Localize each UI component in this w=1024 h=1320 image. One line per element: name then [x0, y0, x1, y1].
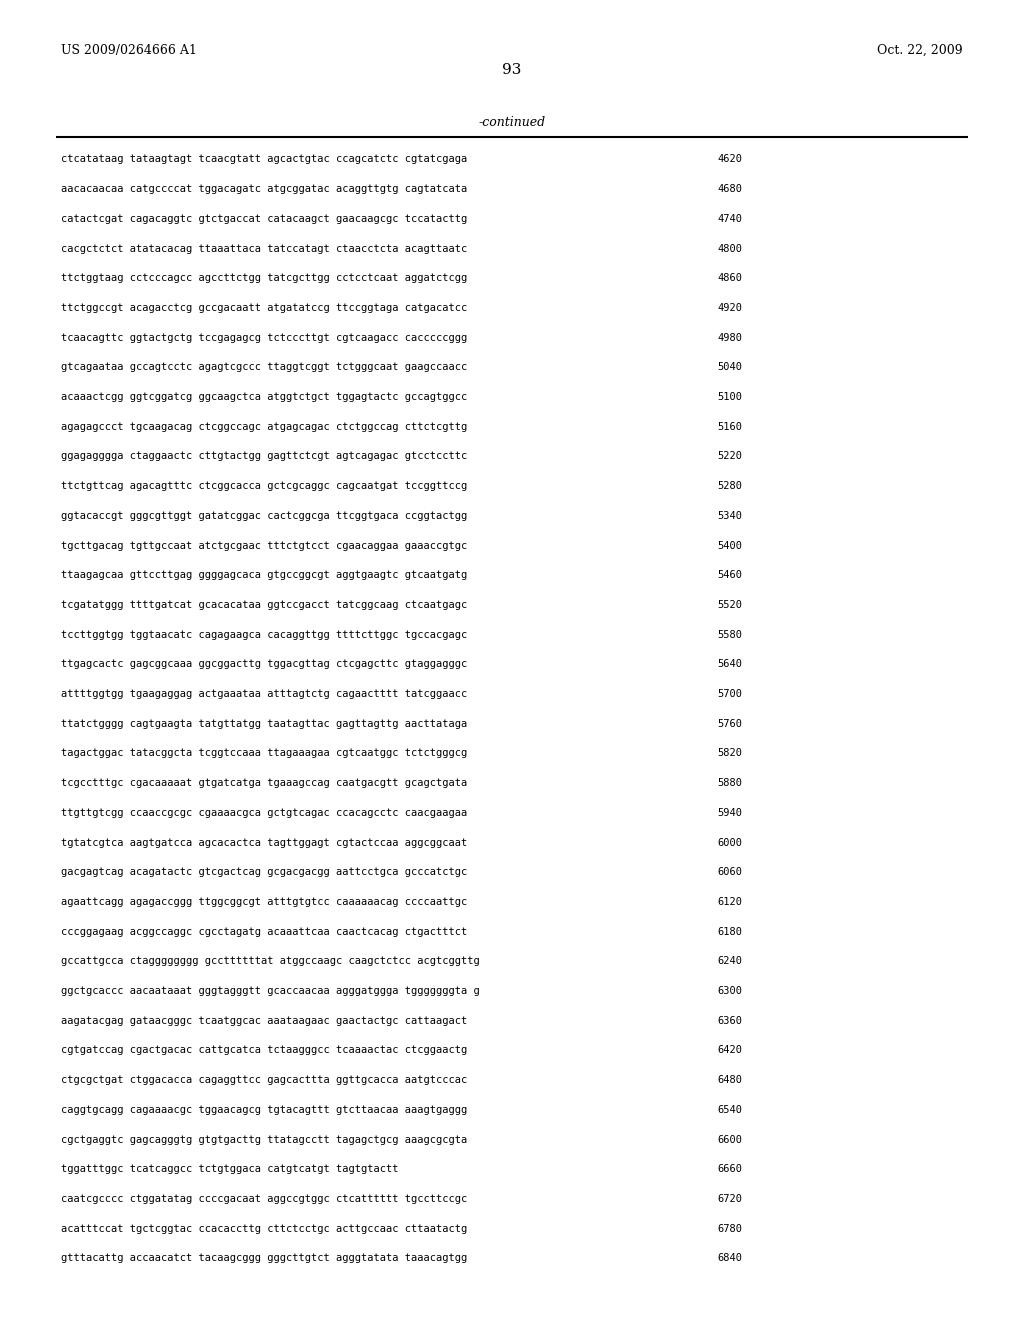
Text: 5640: 5640	[718, 660, 742, 669]
Text: 5940: 5940	[718, 808, 742, 818]
Text: tcaacagttc ggtactgctg tccgagagcg tctcccttgt cgtcaagacc cacccccggg: tcaacagttc ggtactgctg tccgagagcg tctccct…	[61, 333, 468, 343]
Text: ggagagggga ctaggaactc cttgtactgg gagttctcgt agtcagagac gtcctccttc: ggagagggga ctaggaactc cttgtactgg gagttct…	[61, 451, 468, 462]
Text: ttatctgggg cagtgaagta tatgttatgg taatagttac gagttagttg aacttataga: ttatctgggg cagtgaagta tatgttatgg taatagt…	[61, 718, 468, 729]
Text: 4860: 4860	[718, 273, 742, 284]
Text: agagagccct tgcaagacag ctcggccagc atgagcagac ctctggccag cttctcgttg: agagagccct tgcaagacag ctcggccagc atgagca…	[61, 422, 468, 432]
Text: agaattcagg agagaccggg ttggcggcgt atttgtgtcc caaaaaacag ccccaattgc: agaattcagg agagaccggg ttggcggcgt atttgtg…	[61, 898, 468, 907]
Text: 5700: 5700	[718, 689, 742, 700]
Text: 4740: 4740	[718, 214, 742, 224]
Text: tagactggac tatacggcta tcggtccaaa ttagaaagaa cgtcaatggc tctctgggcg: tagactggac tatacggcta tcggtccaaa ttagaaa…	[61, 748, 468, 759]
Text: cacgctctct atatacacag ttaaattaca tatccatagt ctaacctcta acagttaatc: cacgctctct atatacacag ttaaattaca tatccat…	[61, 243, 468, 253]
Text: 6120: 6120	[718, 898, 742, 907]
Text: aagatacgag gataacgggc tcaatggcac aaataagaac gaactactgc cattaagact: aagatacgag gataacgggc tcaatggcac aaataag…	[61, 1016, 468, 1026]
Text: 93: 93	[503, 63, 521, 78]
Text: 5820: 5820	[718, 748, 742, 759]
Text: ctgcgctgat ctggacacca cagaggttcc gagcacttta ggttgcacca aatgtcccac: ctgcgctgat ctggacacca cagaggttcc gagcact…	[61, 1074, 468, 1085]
Text: 4920: 4920	[718, 304, 742, 313]
Text: tcgcctttgc cgacaaaaat gtgatcatga tgaaagccag caatgacgtt gcagctgata: tcgcctttgc cgacaaaaat gtgatcatga tgaaagc…	[61, 777, 468, 788]
Text: cgctgaggtc gagcagggtg gtgtgacttg ttatagcctt tagagctgcg aaagcgcgta: cgctgaggtc gagcagggtg gtgtgacttg ttatagc…	[61, 1134, 468, 1144]
Text: 5280: 5280	[718, 482, 742, 491]
Text: 5460: 5460	[718, 570, 742, 581]
Text: 5340: 5340	[718, 511, 742, 521]
Text: US 2009/0264666 A1: US 2009/0264666 A1	[61, 44, 198, 57]
Text: aacacaacaa catgccccat tggacagatc atgcggatac acaggttgtg cagtatcata: aacacaacaa catgccccat tggacagatc atgcgga…	[61, 183, 468, 194]
Text: gacgagtcag acagatactc gtcgactcag gcgacgacgg aattcctgca gcccatctgc: gacgagtcag acagatactc gtcgactcag gcgacga…	[61, 867, 468, 878]
Text: 6660: 6660	[718, 1164, 742, 1175]
Text: cccggagaag acggccaggc cgcctagatg acaaattcaa caactcacag ctgactttct: cccggagaag acggccaggc cgcctagatg acaaatt…	[61, 927, 468, 937]
Text: 6600: 6600	[718, 1134, 742, 1144]
Text: 6420: 6420	[718, 1045, 742, 1056]
Text: 6240: 6240	[718, 956, 742, 966]
Text: caatcgcccc ctggatatag ccccgacaat aggccgtggc ctcatttttt tgccttccgc: caatcgcccc ctggatatag ccccgacaat aggccgt…	[61, 1193, 468, 1204]
Text: 4980: 4980	[718, 333, 742, 343]
Text: cgtgatccag cgactgacac cattgcatca tctaagggcc tcaaaactac ctcggaactg: cgtgatccag cgactgacac cattgcatca tctaagg…	[61, 1045, 468, 1056]
Text: 5760: 5760	[718, 718, 742, 729]
Text: ggtacaccgt gggcgttggt gatatcggac cactcggcga ttcggtgaca ccggtactgg: ggtacaccgt gggcgttggt gatatcggac cactcgg…	[61, 511, 468, 521]
Text: acaaactcgg ggtcggatcg ggcaagctca atggtctgct tggagtactc gccagtggcc: acaaactcgg ggtcggatcg ggcaagctca atggtct…	[61, 392, 468, 403]
Text: 6540: 6540	[718, 1105, 742, 1115]
Text: ttctgttcag agacagtttc ctcggcacca gctcgcaggc cagcaatgat tccggttccg: ttctgttcag agacagtttc ctcggcacca gctcgca…	[61, 482, 468, 491]
Text: tccttggtgg tggtaacatc cagagaagca cacaggttgg ttttcttggc tgccacgagc: tccttggtgg tggtaacatc cagagaagca cacaggt…	[61, 630, 468, 640]
Text: 6720: 6720	[718, 1193, 742, 1204]
Text: 5100: 5100	[718, 392, 742, 403]
Text: gtcagaataa gccagtcctc agagtcgccc ttaggtcggt tctgggcaat gaagccaacc: gtcagaataa gccagtcctc agagtcgccc ttaggtc…	[61, 362, 468, 372]
Text: -continued: -continued	[478, 116, 546, 129]
Text: ggctgcaccc aacaataaat gggtagggtt gcaccaacaa agggatggga tgggggggta g: ggctgcaccc aacaataaat gggtagggtt gcaccaa…	[61, 986, 480, 997]
Text: Oct. 22, 2009: Oct. 22, 2009	[877, 44, 963, 57]
Text: attttggtgg tgaagaggag actgaaataa atttagtctg cagaactttt tatcggaacc: attttggtgg tgaagaggag actgaaataa atttagt…	[61, 689, 468, 700]
Text: tgcttgacag tgttgccaat atctgcgaac tttctgtcct cgaacaggaa gaaaccgtgc: tgcttgacag tgttgccaat atctgcgaac tttctgt…	[61, 541, 468, 550]
Text: 5520: 5520	[718, 599, 742, 610]
Text: 6180: 6180	[718, 927, 742, 937]
Text: ttctggtaag cctcccagcc agccttctgg tatcgcttgg cctcctcaat aggatctcgg: ttctggtaag cctcccagcc agccttctgg tatcgct…	[61, 273, 468, 284]
Text: 6000: 6000	[718, 837, 742, 847]
Text: 4680: 4680	[718, 183, 742, 194]
Text: 4800: 4800	[718, 243, 742, 253]
Text: gccattgcca ctagggggggg gccttttttat atggccaagc caagctctcc acgtcggttg: gccattgcca ctagggggggg gccttttttat atggc…	[61, 956, 480, 966]
Text: 5400: 5400	[718, 541, 742, 550]
Text: 4620: 4620	[718, 154, 742, 165]
Text: 6840: 6840	[718, 1254, 742, 1263]
Text: 5220: 5220	[718, 451, 742, 462]
Text: catactcgat cagacaggtc gtctgaccat catacaagct gaacaagcgc tccatacttg: catactcgat cagacaggtc gtctgaccat catacaa…	[61, 214, 468, 224]
Text: ctcatataag tataagtagt tcaacgtatt agcactgtac ccagcatctc cgtatcgaga: ctcatataag tataagtagt tcaacgtatt agcactg…	[61, 154, 468, 165]
Text: 6480: 6480	[718, 1074, 742, 1085]
Text: tgtatcgtca aagtgatcca agcacactca tagttggagt cgtactccaa aggcggcaat: tgtatcgtca aagtgatcca agcacactca tagttgg…	[61, 837, 468, 847]
Text: ttctggccgt acagacctcg gccgacaatt atgatatccg ttccggtaga catgacatcc: ttctggccgt acagacctcg gccgacaatt atgatat…	[61, 304, 468, 313]
Text: 5580: 5580	[718, 630, 742, 640]
Text: ttgttgtcgg ccaaccgcgc cgaaaacgca gctgtcagac ccacagcctc caacgaagaa: ttgttgtcgg ccaaccgcgc cgaaaacgca gctgtca…	[61, 808, 468, 818]
Text: gtttacattg accaacatct tacaagcggg gggcttgtct agggtatata taaacagtgg: gtttacattg accaacatct tacaagcggg gggcttg…	[61, 1254, 468, 1263]
Text: 5880: 5880	[718, 777, 742, 788]
Text: tggatttggc tcatcaggcc tctgtggaca catgtcatgt tagtgtactt: tggatttggc tcatcaggcc tctgtggaca catgtca…	[61, 1164, 399, 1175]
Text: 5160: 5160	[718, 422, 742, 432]
Text: acatttccat tgctcggtac ccacaccttg cttctcctgc acttgccaac cttaatactg: acatttccat tgctcggtac ccacaccttg cttctcc…	[61, 1224, 468, 1234]
Text: tcgatatggg ttttgatcat gcacacataa ggtccgacct tatcggcaag ctcaatgagc: tcgatatggg ttttgatcat gcacacataa ggtccga…	[61, 599, 468, 610]
Text: 6360: 6360	[718, 1016, 742, 1026]
Text: 6300: 6300	[718, 986, 742, 997]
Text: 5040: 5040	[718, 362, 742, 372]
Text: ttaagagcaa gttccttgag ggggagcaca gtgccggcgt aggtgaagtc gtcaatgatg: ttaagagcaa gttccttgag ggggagcaca gtgccgg…	[61, 570, 468, 581]
Text: 6780: 6780	[718, 1224, 742, 1234]
Text: ttgagcactc gagcggcaaa ggcggacttg tggacgttag ctcgagcttc gtaggagggc: ttgagcactc gagcggcaaa ggcggacttg tggacgt…	[61, 660, 468, 669]
Text: 6060: 6060	[718, 867, 742, 878]
Text: caggtgcagg cagaaaacgc tggaacagcg tgtacagttt gtcttaacaa aaagtgaggg: caggtgcagg cagaaaacgc tggaacagcg tgtacag…	[61, 1105, 468, 1115]
